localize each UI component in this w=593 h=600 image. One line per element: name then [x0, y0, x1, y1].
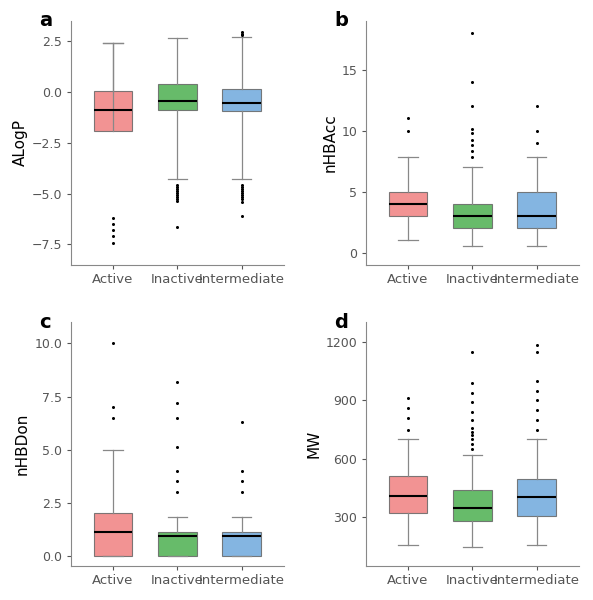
- Text: c: c: [39, 313, 51, 332]
- PathPatch shape: [518, 479, 556, 517]
- PathPatch shape: [158, 532, 197, 556]
- Y-axis label: MW: MW: [307, 430, 321, 458]
- PathPatch shape: [94, 91, 132, 131]
- PathPatch shape: [222, 532, 261, 556]
- Text: d: d: [334, 313, 348, 332]
- PathPatch shape: [453, 490, 492, 521]
- PathPatch shape: [453, 204, 492, 228]
- PathPatch shape: [222, 89, 261, 112]
- Y-axis label: ALogP: ALogP: [12, 119, 27, 166]
- Text: a: a: [39, 11, 52, 30]
- PathPatch shape: [158, 84, 197, 110]
- PathPatch shape: [389, 476, 428, 514]
- PathPatch shape: [518, 191, 556, 228]
- PathPatch shape: [94, 513, 132, 556]
- Y-axis label: nHBAcc: nHBAcc: [322, 113, 337, 172]
- PathPatch shape: [389, 191, 428, 216]
- Y-axis label: nHBDon: nHBDon: [15, 413, 30, 475]
- Text: b: b: [334, 11, 348, 30]
